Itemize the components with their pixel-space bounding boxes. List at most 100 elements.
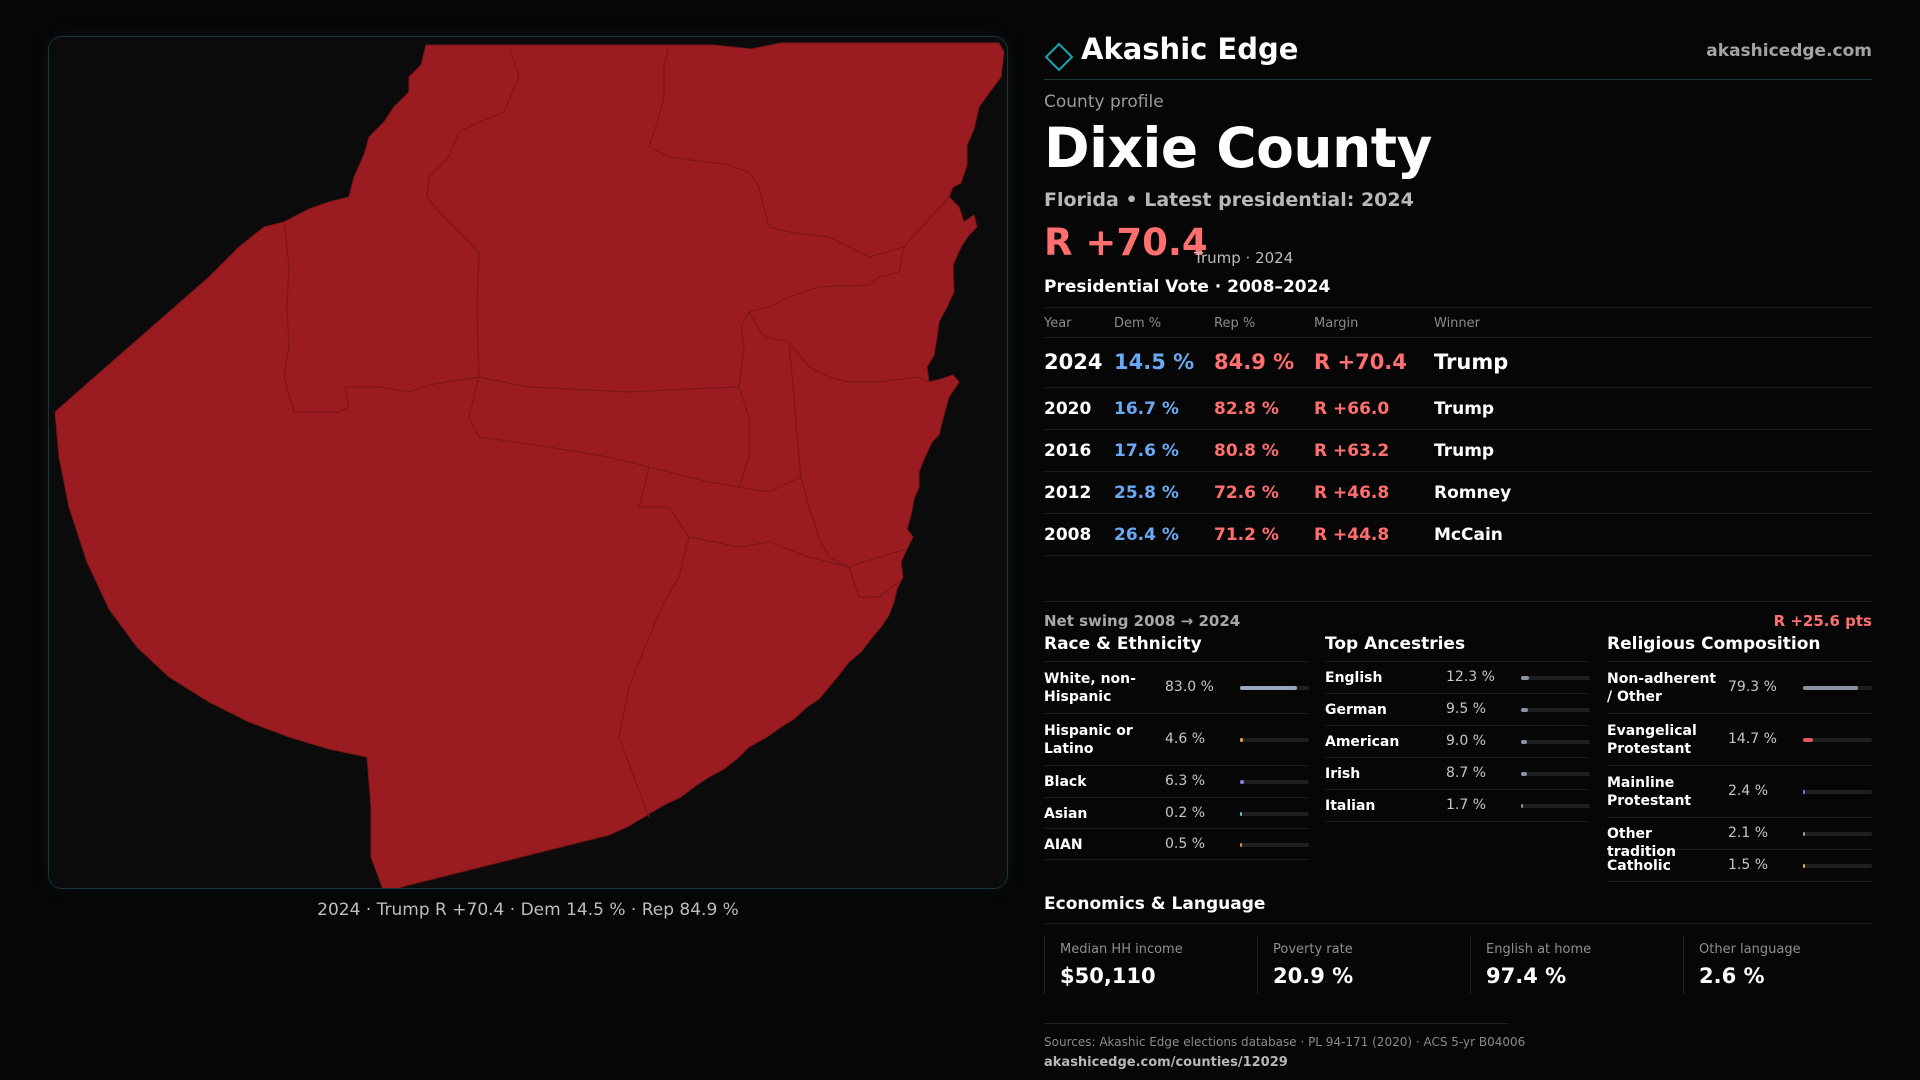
stat-bar-fill: [1803, 686, 1858, 690]
cell-winner: Trump: [1434, 441, 1495, 461]
religion-list: Non-adherent / Other 79.3 % Evangelical Pr…: [1607, 662, 1872, 882]
table-row[interactable]: 2012 25.8 % 72.6 % R +46.8 Romney: [1044, 472, 1872, 514]
econ-card-income: Median HH income $50,110: [1044, 936, 1244, 994]
race-ethnicity-panel: Race & Ethnicity White, non-Hispanic 83.0…: [1044, 630, 1309, 860]
stat-bar-fill: [1240, 811, 1242, 816]
stat-label: AIAN: [1044, 837, 1083, 853]
vote-table-header: Year Dem % Rep % Margin Winner: [1044, 307, 1872, 338]
stat-bar-track: [1240, 811, 1309, 816]
stat-label: Hispanic or Latino: [1044, 723, 1133, 757]
county-map[interactable]: [49, 37, 1008, 889]
stat-label: American: [1325, 734, 1400, 750]
stat-row: Catholic 1.5 %: [1607, 850, 1872, 882]
stat-bar-track: [1803, 832, 1872, 836]
net-swing-value: R +25.6 pts: [1773, 612, 1872, 630]
county-page-link[interactable]: akashicedge.com/counties/12029: [1044, 1055, 1288, 1070]
col-header-margin: Margin: [1314, 316, 1359, 331]
vote-table-title: Presidential Vote · 2008–2024: [1044, 277, 1331, 297]
stat-bar-fill: [1521, 772, 1527, 776]
table-row[interactable]: 2008 26.4 % 71.2 % R +44.8 McCain: [1044, 514, 1872, 556]
race-ethnicity-title: Race & Ethnicity: [1044, 630, 1309, 662]
county-map-panel[interactable]: [48, 36, 1008, 889]
stat-bar-fill: [1240, 738, 1243, 742]
cell-rep: 80.8 %: [1214, 441, 1279, 461]
cell-margin: R +70.4: [1314, 350, 1407, 374]
stat-label: Asian: [1044, 806, 1088, 822]
stat-label: Irish: [1325, 766, 1361, 782]
stat-bar-track: [1803, 790, 1872, 794]
cell-winner: Trump: [1434, 350, 1509, 374]
stat-value: 4.6 %: [1165, 731, 1206, 747]
stat-label: English: [1325, 670, 1383, 686]
stat-row: Non-adherent / Other 79.3 %: [1607, 662, 1872, 714]
cell-dem: 26.4 %: [1114, 525, 1179, 545]
religion-panel: Religious Composition Non-adherent / Oth…: [1607, 630, 1872, 882]
stat-value: 0.5 %: [1165, 835, 1206, 852]
divider: [1044, 923, 1872, 924]
stat-value: 9.5 %: [1446, 701, 1487, 717]
stat-bar-fill: [1803, 832, 1805, 836]
stat-value: 14.7 %: [1728, 731, 1777, 747]
cell-dem: 14.5 %: [1114, 350, 1195, 374]
stat-row: Other tradition 2.1 %: [1607, 818, 1872, 860]
stat-label: Non-adherent / Other: [1607, 671, 1717, 705]
stat-bar-track: [1521, 676, 1590, 680]
cell-winner: Trump: [1434, 399, 1495, 419]
col-header-rep: Rep %: [1214, 316, 1256, 331]
stat-value: 8.7 %: [1446, 765, 1487, 781]
sources-note: Sources: Akashic Edge elections database…: [1044, 1035, 1526, 1049]
econ-value: $50,110: [1060, 964, 1156, 988]
stat-label: Italian: [1325, 798, 1376, 814]
stat-row: Mainline Protestant 2.4 %: [1607, 766, 1872, 818]
table-row[interactable]: 2020 16.7 % 82.8 % R +66.0 Trump: [1044, 388, 1872, 430]
stat-value: 0.2 %: [1165, 804, 1206, 821]
col-header-winner: Winner: [1434, 316, 1481, 331]
table-row[interactable]: 2024 14.5 % 84.9 % R +70.4 Trump: [1044, 338, 1872, 388]
stat-row: German 9.5 %: [1325, 694, 1590, 726]
religion-title: Religious Composition: [1607, 630, 1872, 662]
econ-value: 20.9 %: [1273, 964, 1354, 988]
cell-year: 2024: [1044, 350, 1103, 374]
cell-rep: 84.9 %: [1214, 350, 1295, 374]
stat-bar-fill: [1521, 804, 1523, 808]
stat-bar-track: [1521, 740, 1590, 744]
stat-value: 1.5 %: [1728, 857, 1769, 873]
econ-label: Median HH income: [1060, 942, 1183, 957]
stat-bar-fill: [1803, 738, 1813, 742]
stat-row: Black 6.3 %: [1044, 766, 1309, 798]
economics-title: Economics & Language: [1044, 894, 1266, 914]
stat-bar-track: [1240, 842, 1309, 847]
stat-label: Black: [1044, 774, 1087, 790]
cell-winner: Romney: [1434, 483, 1512, 503]
stat-bar-track: [1803, 686, 1872, 690]
econ-label: English at home: [1486, 942, 1592, 957]
stat-label: White, non-Hispanic: [1044, 671, 1136, 705]
ancestries-panel: Top Ancestries English 12.3 % German 9.5 % A…: [1325, 630, 1590, 822]
econ-value: 2.6 %: [1699, 964, 1765, 988]
stat-value: 1.7 %: [1446, 797, 1487, 813]
cell-rep: 72.6 %: [1214, 483, 1279, 503]
brand-name: Akashic Edge: [1081, 32, 1299, 66]
stat-label: Evangelical Protestant: [1607, 723, 1697, 757]
stat-bar-track: [1521, 804, 1590, 808]
brand-url-link[interactable]: akashicedge.com: [1706, 41, 1872, 61]
table-row[interactable]: 2016 17.6 % 80.8 % R +63.2 Trump: [1044, 430, 1872, 472]
stat-bar-fill: [1240, 780, 1244, 784]
stat-bar-track: [1521, 772, 1590, 776]
stat-bar-track: [1803, 864, 1872, 868]
stat-row: Italian 1.7 %: [1325, 790, 1590, 822]
headline-margin-note: Trump · 2024: [1194, 249, 1294, 267]
precinct-boundaries: [283, 44, 950, 818]
stat-row: Irish 8.7 %: [1325, 758, 1590, 790]
stat-bar-fill: [1240, 686, 1297, 690]
cell-margin: R +66.0: [1314, 399, 1390, 419]
stat-row: American 9.0 %: [1325, 726, 1590, 758]
stat-value: 9.0 %: [1446, 733, 1487, 749]
county-shape[interactable]: [54, 42, 1005, 889]
divider: [1044, 1023, 1509, 1024]
cell-year: 2008: [1044, 525, 1092, 545]
cell-year: 2020: [1044, 399, 1092, 419]
cell-margin: R +46.8: [1314, 483, 1390, 503]
stat-bar-fill: [1521, 676, 1529, 680]
ancestries-title: Top Ancestries: [1325, 630, 1590, 662]
